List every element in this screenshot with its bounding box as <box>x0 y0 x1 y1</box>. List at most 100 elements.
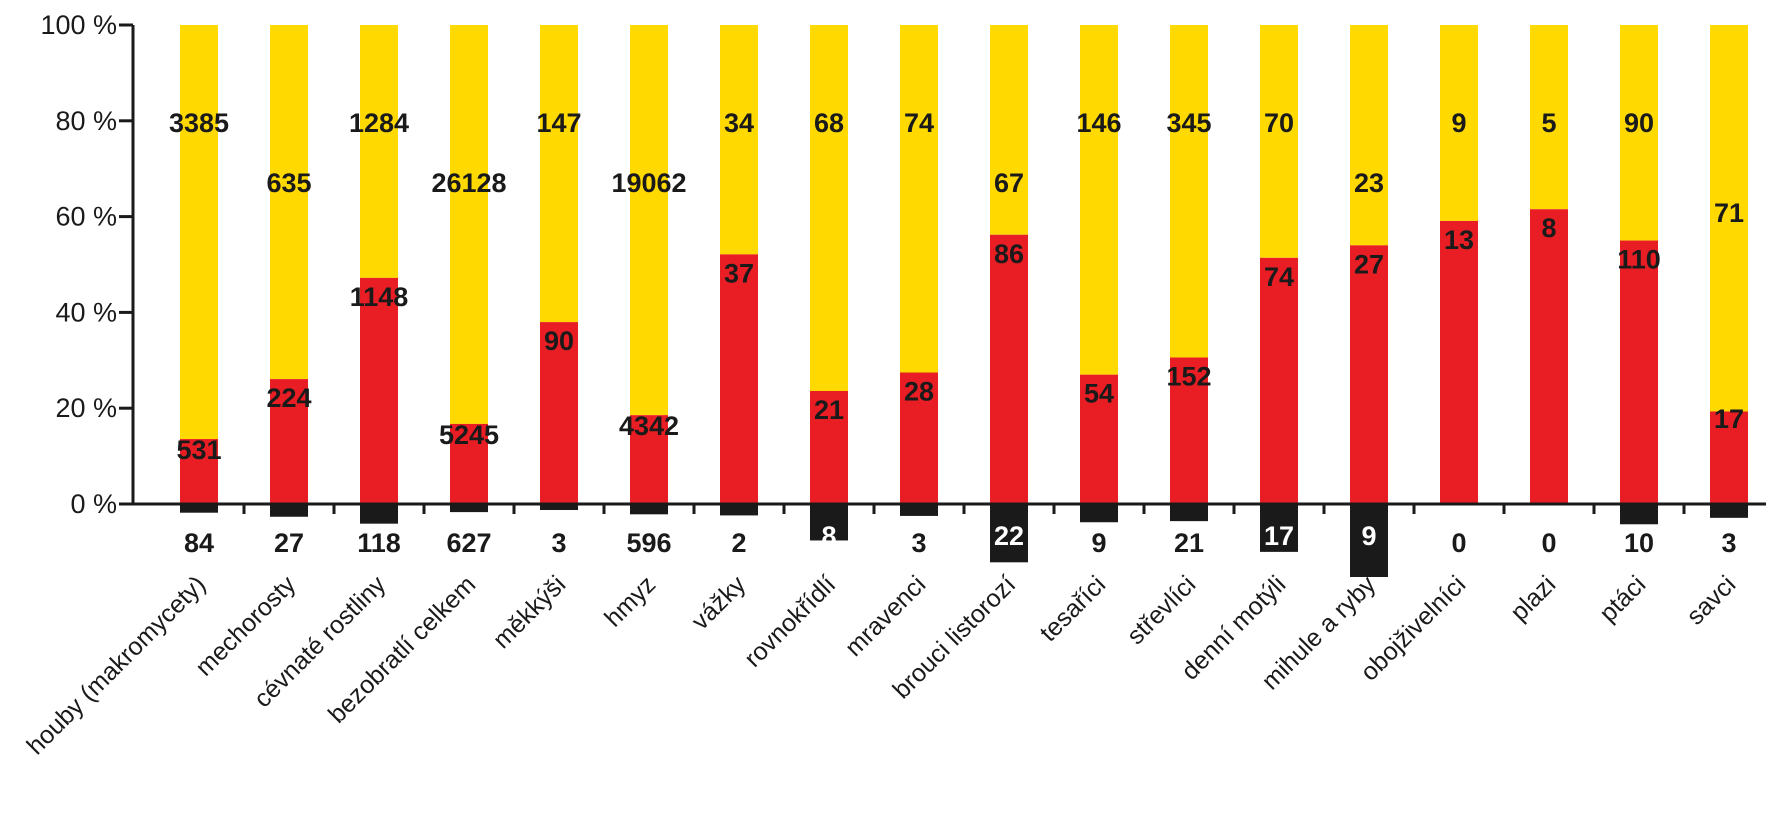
bar-black-17 <box>1710 504 1748 518</box>
label-black-16: 10 <box>1624 528 1654 558</box>
bar-yellow-5 <box>630 25 668 416</box>
category-label-16: ptáci <box>1594 570 1651 627</box>
bar-red-14 <box>1440 220 1478 505</box>
label-yellow-10: 146 <box>1076 108 1121 138</box>
bar-black-7 <box>810 504 848 541</box>
label-yellow-3: 26128 <box>431 168 506 198</box>
label-yellow-16: 90 <box>1624 108 1654 138</box>
label-yellow-0: 3385 <box>169 108 229 138</box>
bar-red-9 <box>990 234 1028 504</box>
bar-red-16 <box>1620 240 1658 505</box>
label-black-0: 84 <box>184 528 214 558</box>
bar-yellow-6 <box>720 25 758 255</box>
label-black-17: 3 <box>1721 528 1736 558</box>
bar-black-8 <box>900 504 938 516</box>
label-yellow-7: 68 <box>814 108 844 138</box>
category-label-0: houby (makromycety) <box>21 570 211 760</box>
label-black-8: 3 <box>911 528 926 558</box>
y-tick-label-2: 40 % <box>55 297 117 327</box>
label-black-1: 27 <box>274 528 304 558</box>
label-red-17: 17 <box>1714 404 1744 434</box>
bar-yellow-15 <box>1530 25 1568 210</box>
label-black-13: 9 <box>1361 521 1376 551</box>
label-yellow-14: 9 <box>1451 108 1466 138</box>
category-label-10: tesaříci <box>1034 570 1111 647</box>
bar-black-12 <box>1260 504 1298 552</box>
label-yellow-17: 71 <box>1714 198 1744 228</box>
bar-yellow-0 <box>180 25 218 440</box>
label-red-8: 28 <box>904 377 934 407</box>
bar-red-4 <box>540 322 578 504</box>
label-black-14: 0 <box>1451 528 1466 558</box>
bar-black-1 <box>270 504 308 517</box>
y-tick-label-5: 100 % <box>40 10 117 40</box>
label-red-3: 5245 <box>439 420 499 450</box>
label-red-10: 54 <box>1084 379 1114 409</box>
bar-red-15 <box>1530 209 1568 504</box>
label-yellow-12: 70 <box>1264 108 1294 138</box>
label-red-11: 152 <box>1166 362 1211 392</box>
label-yellow-8: 74 <box>904 108 934 138</box>
category-label-5: hmyz <box>599 570 661 632</box>
label-red-16: 110 <box>1617 245 1661 275</box>
category-label-15: plazi <box>1505 570 1561 626</box>
label-black-3: 627 <box>446 528 491 558</box>
label-black-11: 21 <box>1174 528 1204 558</box>
label-black-2: 118 <box>357 528 401 558</box>
y-tick-label-1: 20 % <box>55 393 117 423</box>
bar-yellow-7 <box>810 25 848 391</box>
label-yellow-6: 34 <box>724 108 754 138</box>
label-red-4: 90 <box>544 326 574 356</box>
bar-red-11 <box>1170 357 1208 504</box>
label-black-15: 0 <box>1541 528 1556 558</box>
category-label-7: rovnokřídlí <box>739 570 841 672</box>
bar-red-6 <box>720 254 758 504</box>
label-yellow-4: 147 <box>536 108 581 138</box>
label-black-12: 17 <box>1264 521 1294 551</box>
label-yellow-13: 23 <box>1354 168 1384 198</box>
bar-black-3 <box>450 504 488 513</box>
bar-black-13 <box>1350 504 1388 577</box>
label-yellow-15: 5 <box>1541 108 1556 138</box>
label-black-4: 3 <box>551 528 566 558</box>
label-yellow-9: 67 <box>994 168 1024 198</box>
bar-yellow-14 <box>1440 25 1478 221</box>
bar-black-16 <box>1620 504 1658 525</box>
label-red-13: 27 <box>1354 249 1384 279</box>
bar-red-0 <box>180 439 218 504</box>
bar-yellow-16 <box>1620 25 1658 241</box>
axes-layer: 0 % 20 % 40 % 60 % 80 % 100 % <box>40 10 1766 519</box>
category-label-11: střevlíci <box>1122 570 1202 650</box>
bar-black-0 <box>180 504 218 513</box>
category-label-6: vážky <box>686 570 751 635</box>
bar-red-10 <box>1080 374 1118 504</box>
bar-red-13 <box>1350 245 1388 504</box>
label-black-6: 2 <box>731 528 746 558</box>
bar-red-7 <box>810 390 848 504</box>
label-yellow-5: 19062 <box>611 168 686 198</box>
bar-black-9 <box>990 504 1028 563</box>
category-label-17: savci <box>1681 570 1741 630</box>
bar-red-1 <box>270 379 308 504</box>
bar-yellow-11 <box>1170 25 1208 358</box>
bar-black-11 <box>1170 504 1208 522</box>
bar-black-6 <box>720 504 758 516</box>
bar-red-3 <box>450 423 488 504</box>
label-black-5: 596 <box>626 528 671 558</box>
category-label-4: měkkýši <box>488 570 572 654</box>
bar-red-12 <box>1260 257 1298 504</box>
label-red-6: 37 <box>724 258 754 288</box>
label-black-9: 22 <box>994 521 1024 551</box>
label-red-2: 1148 <box>350 282 409 312</box>
bar-red-5 <box>630 415 668 504</box>
bar-red-8 <box>900 372 938 504</box>
bar-yellow-13 <box>1350 25 1388 246</box>
bar-black-5 <box>630 504 668 515</box>
label-red-12: 74 <box>1264 262 1294 292</box>
bar-yellow-4 <box>540 25 578 323</box>
bar-black-2 <box>360 504 398 524</box>
bar-yellow-3 <box>450 25 488 424</box>
label-black-10: 9 <box>1091 528 1106 558</box>
bar-yellow-12 <box>1260 25 1298 258</box>
